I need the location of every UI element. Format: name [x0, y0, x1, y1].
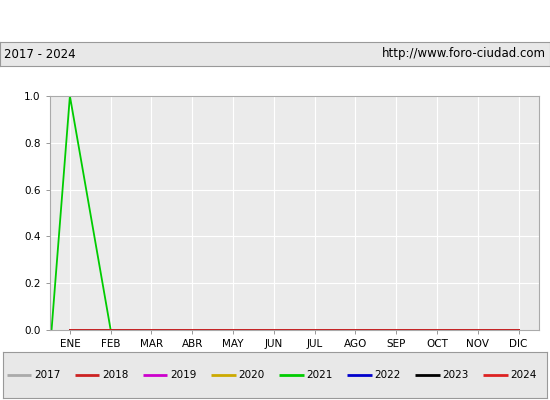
Text: Evolucion del paro registrado en Anadón: Evolucion del paro registrado en Anadón	[106, 12, 444, 30]
Text: 2021: 2021	[306, 370, 333, 380]
Text: 2017: 2017	[34, 370, 60, 380]
Text: 2018: 2018	[102, 370, 129, 380]
Text: 2019: 2019	[170, 370, 196, 380]
Text: 2024: 2024	[510, 370, 537, 380]
Text: 2020: 2020	[238, 370, 265, 380]
Text: 2022: 2022	[375, 370, 401, 380]
Text: 2017 - 2024: 2017 - 2024	[4, 48, 76, 60]
Text: http://www.foro-ciudad.com: http://www.foro-ciudad.com	[382, 48, 546, 60]
Text: 2023: 2023	[442, 370, 469, 380]
